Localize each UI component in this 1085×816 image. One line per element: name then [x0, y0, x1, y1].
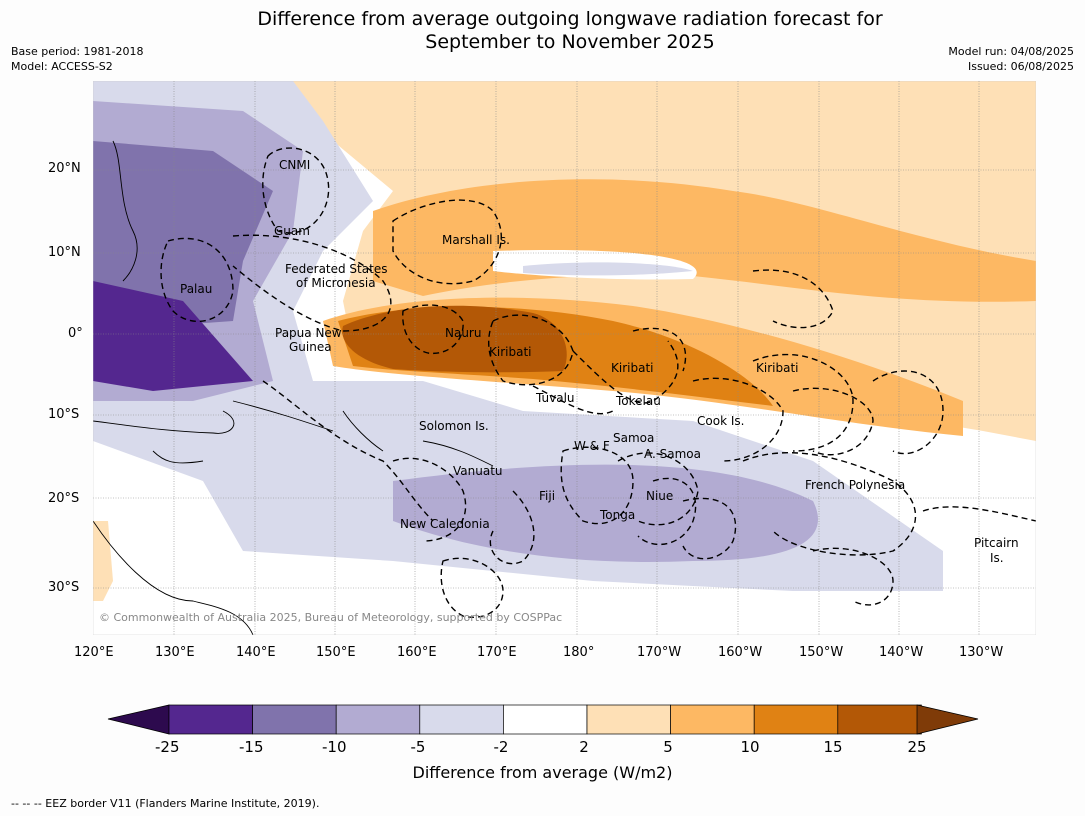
- label-tonga: Tonga: [599, 508, 635, 522]
- cb-tick-m2: -2: [493, 738, 509, 756]
- chart-title: Difference from average outgoing longwav…: [0, 8, 1085, 54]
- lon-tick-180: 180°: [563, 645, 595, 660]
- label-solomon: Solomon Is.: [419, 419, 489, 433]
- label-kiribati-1: Kiribati: [489, 345, 531, 359]
- cb-tick-m25: -25: [155, 738, 180, 756]
- meta-right: Model run: 04/08/2025 Issued: 06/08/2025: [948, 44, 1074, 74]
- lat-tick-20s: 20°S: [48, 491, 80, 506]
- colorbar: [107, 704, 979, 735]
- label-a-samoa: A. Samoa: [644, 447, 701, 461]
- lon-tick-170w: 170°W: [637, 645, 682, 660]
- cb-tick-m15: -15: [239, 738, 264, 756]
- colorbar-bin: [586, 704, 671, 735]
- title-line-1: Difference from average outgoing longwav…: [257, 8, 883, 30]
- label-tokelau: Tokelau: [615, 394, 661, 408]
- label-palau: Palau: [180, 282, 212, 296]
- label-fiji: Fiji: [539, 489, 555, 503]
- label-samoa: Samoa: [613, 431, 654, 445]
- anomaly-map: CNMI Guam Marshall Is. Federated States …: [93, 81, 1036, 635]
- label-fsm-1: Federated States: [285, 262, 387, 276]
- colorbar-bin: [503, 704, 588, 735]
- label-niue: Niue: [646, 489, 673, 503]
- cb-tick-2: 2: [579, 738, 589, 756]
- colorbar-lower-extend: [107, 704, 170, 735]
- coastlines: [93, 140, 494, 635]
- cb-tick-5: 5: [663, 738, 673, 756]
- label-cook: Cook Is.: [697, 414, 744, 428]
- lon-tick-160e: 160°E: [397, 645, 437, 660]
- label-marshall: Marshall Is.: [442, 233, 510, 247]
- lon-tick-140e: 140°E: [236, 645, 276, 660]
- label-new-caledonia: New Caledonia: [400, 517, 490, 531]
- cb-tick-15: 15: [823, 738, 843, 756]
- label-nauru: Nauru: [445, 326, 481, 340]
- eez-borders: [160, 147, 1036, 618]
- colorbar-bins: [168, 704, 922, 735]
- map-panel: CNMI Guam Marshall Is. Federated States …: [93, 81, 1036, 635]
- label-cnmi: CNMI: [279, 158, 310, 172]
- lon-tick-140w: 140°W: [879, 645, 924, 660]
- graticule: [93, 81, 1036, 635]
- label-wf: W & F: [574, 439, 610, 453]
- copyright-text: © Commonwealth of Australia 2025, Bureau…: [99, 611, 562, 624]
- cb-tick-m10: -10: [322, 738, 347, 756]
- colorbar-bin: [753, 704, 839, 735]
- colorbar-bin: [670, 704, 755, 735]
- lat-tick-30s: 30°S: [48, 580, 80, 595]
- colorbar-bin: [419, 704, 504, 735]
- colorbar-bin: [252, 704, 337, 735]
- label-png-2: Guinea: [289, 340, 332, 354]
- model-name: Model: ACCESS-S2: [11, 60, 113, 73]
- colorbar-bin: [837, 704, 922, 735]
- label-fsm-2: of Micronesia: [296, 276, 376, 290]
- lon-tick-120e: 120°E: [74, 645, 114, 660]
- lon-tick-170e: 170°E: [477, 645, 517, 660]
- lon-tick-160w: 160°W: [718, 645, 763, 660]
- lat-tick-20n: 20°N: [48, 161, 81, 176]
- label-pitcairn-2: Is.: [990, 551, 1004, 565]
- eez-footer-note: -- -- -- EEZ border V11 (Flanders Marine…: [11, 797, 320, 810]
- cb-tick-m5: -5: [410, 738, 426, 756]
- lon-tick-150e: 150°E: [316, 645, 356, 660]
- meta-left: Base period: 1981-2018 Model: ACCESS-S2: [11, 44, 143, 74]
- label-french-polynesia: French Polynesia: [805, 478, 905, 492]
- base-period: Base period: 1981-2018: [11, 45, 144, 58]
- model-run: Model run: 04/08/2025: [948, 45, 1074, 58]
- label-vanuatu: Vanuatu: [453, 464, 503, 478]
- label-kiribati-2: Kiribati: [611, 361, 653, 375]
- lat-tick-10n: 10°N: [48, 245, 81, 260]
- lat-tick-0: 0°: [68, 326, 83, 341]
- colorbar-label: Difference from average (W/m2): [412, 763, 673, 782]
- issued-date: Issued: 06/08/2025: [967, 60, 1074, 73]
- cb-tick-25: 25: [907, 738, 927, 756]
- colorbar-upper-extend: [916, 704, 979, 735]
- lon-tick-150w: 150°W: [799, 645, 844, 660]
- label-guam: Guam: [274, 224, 310, 238]
- label-pitcairn-1: Pitcairn: [974, 536, 1019, 550]
- label-tuvalu: Tuvalu: [535, 391, 575, 405]
- territory-labels: CNMI Guam Marshall Is. Federated States …: [180, 158, 1019, 565]
- lon-tick-130w: 130°W: [959, 645, 1004, 660]
- cb-tick-10: 10: [740, 738, 760, 756]
- label-kiribati-3: Kiribati: [756, 361, 798, 375]
- colorbar-bin: [168, 704, 253, 735]
- colorbar-bin: [335, 704, 421, 735]
- title-line-2: September to November 2025: [425, 31, 715, 53]
- label-png-1: Papua New: [275, 326, 342, 340]
- lon-tick-130e: 130°E: [155, 645, 195, 660]
- lat-tick-10s: 10°S: [48, 407, 80, 422]
